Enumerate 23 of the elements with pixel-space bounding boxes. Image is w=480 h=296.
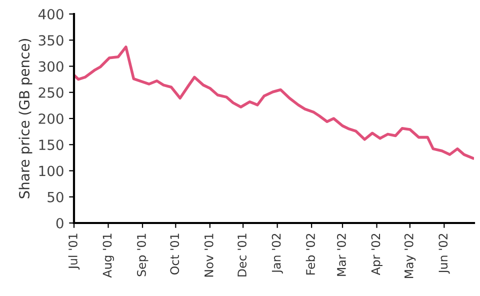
x-tick-label: Oct '01	[170, 234, 180, 274]
x-tick-label: Aug '01	[102, 234, 114, 278]
y-tick-label: 250	[38, 87, 64, 98]
x-tick-label: Dec '01	[238, 234, 246, 276]
y-tick-label: 150	[39, 140, 64, 150]
y-tick-label: 350	[38, 35, 64, 46]
y-tick-label: 400	[38, 8, 64, 20]
x-tick-label: Nov '01	[204, 234, 214, 277]
line-series	[74, 46, 474, 160]
y-tick-label: 50	[48, 192, 64, 202]
x-tick-label: Jul '01	[68, 234, 80, 270]
y-tick-label: 100	[39, 166, 64, 176]
x-tick-label: Apr '02	[371, 234, 382, 276]
x-tick-label: Sep '01	[137, 234, 148, 276]
y-axis-title: Share price (GB pence)	[18, 39, 32, 198]
y-tick-label: 300	[38, 61, 64, 72]
y-tick-label: 0	[56, 218, 64, 228]
x-tick-label: Mar '02	[337, 234, 346, 276]
x-tick-label: Jan '02	[272, 234, 283, 274]
x-tick-label: Feb '02	[306, 234, 315, 274]
y-tick-label: 200	[38, 113, 64, 124]
x-tick-label: May '02	[404, 234, 416, 278]
x-tick-label: Jun '02	[438, 234, 450, 274]
